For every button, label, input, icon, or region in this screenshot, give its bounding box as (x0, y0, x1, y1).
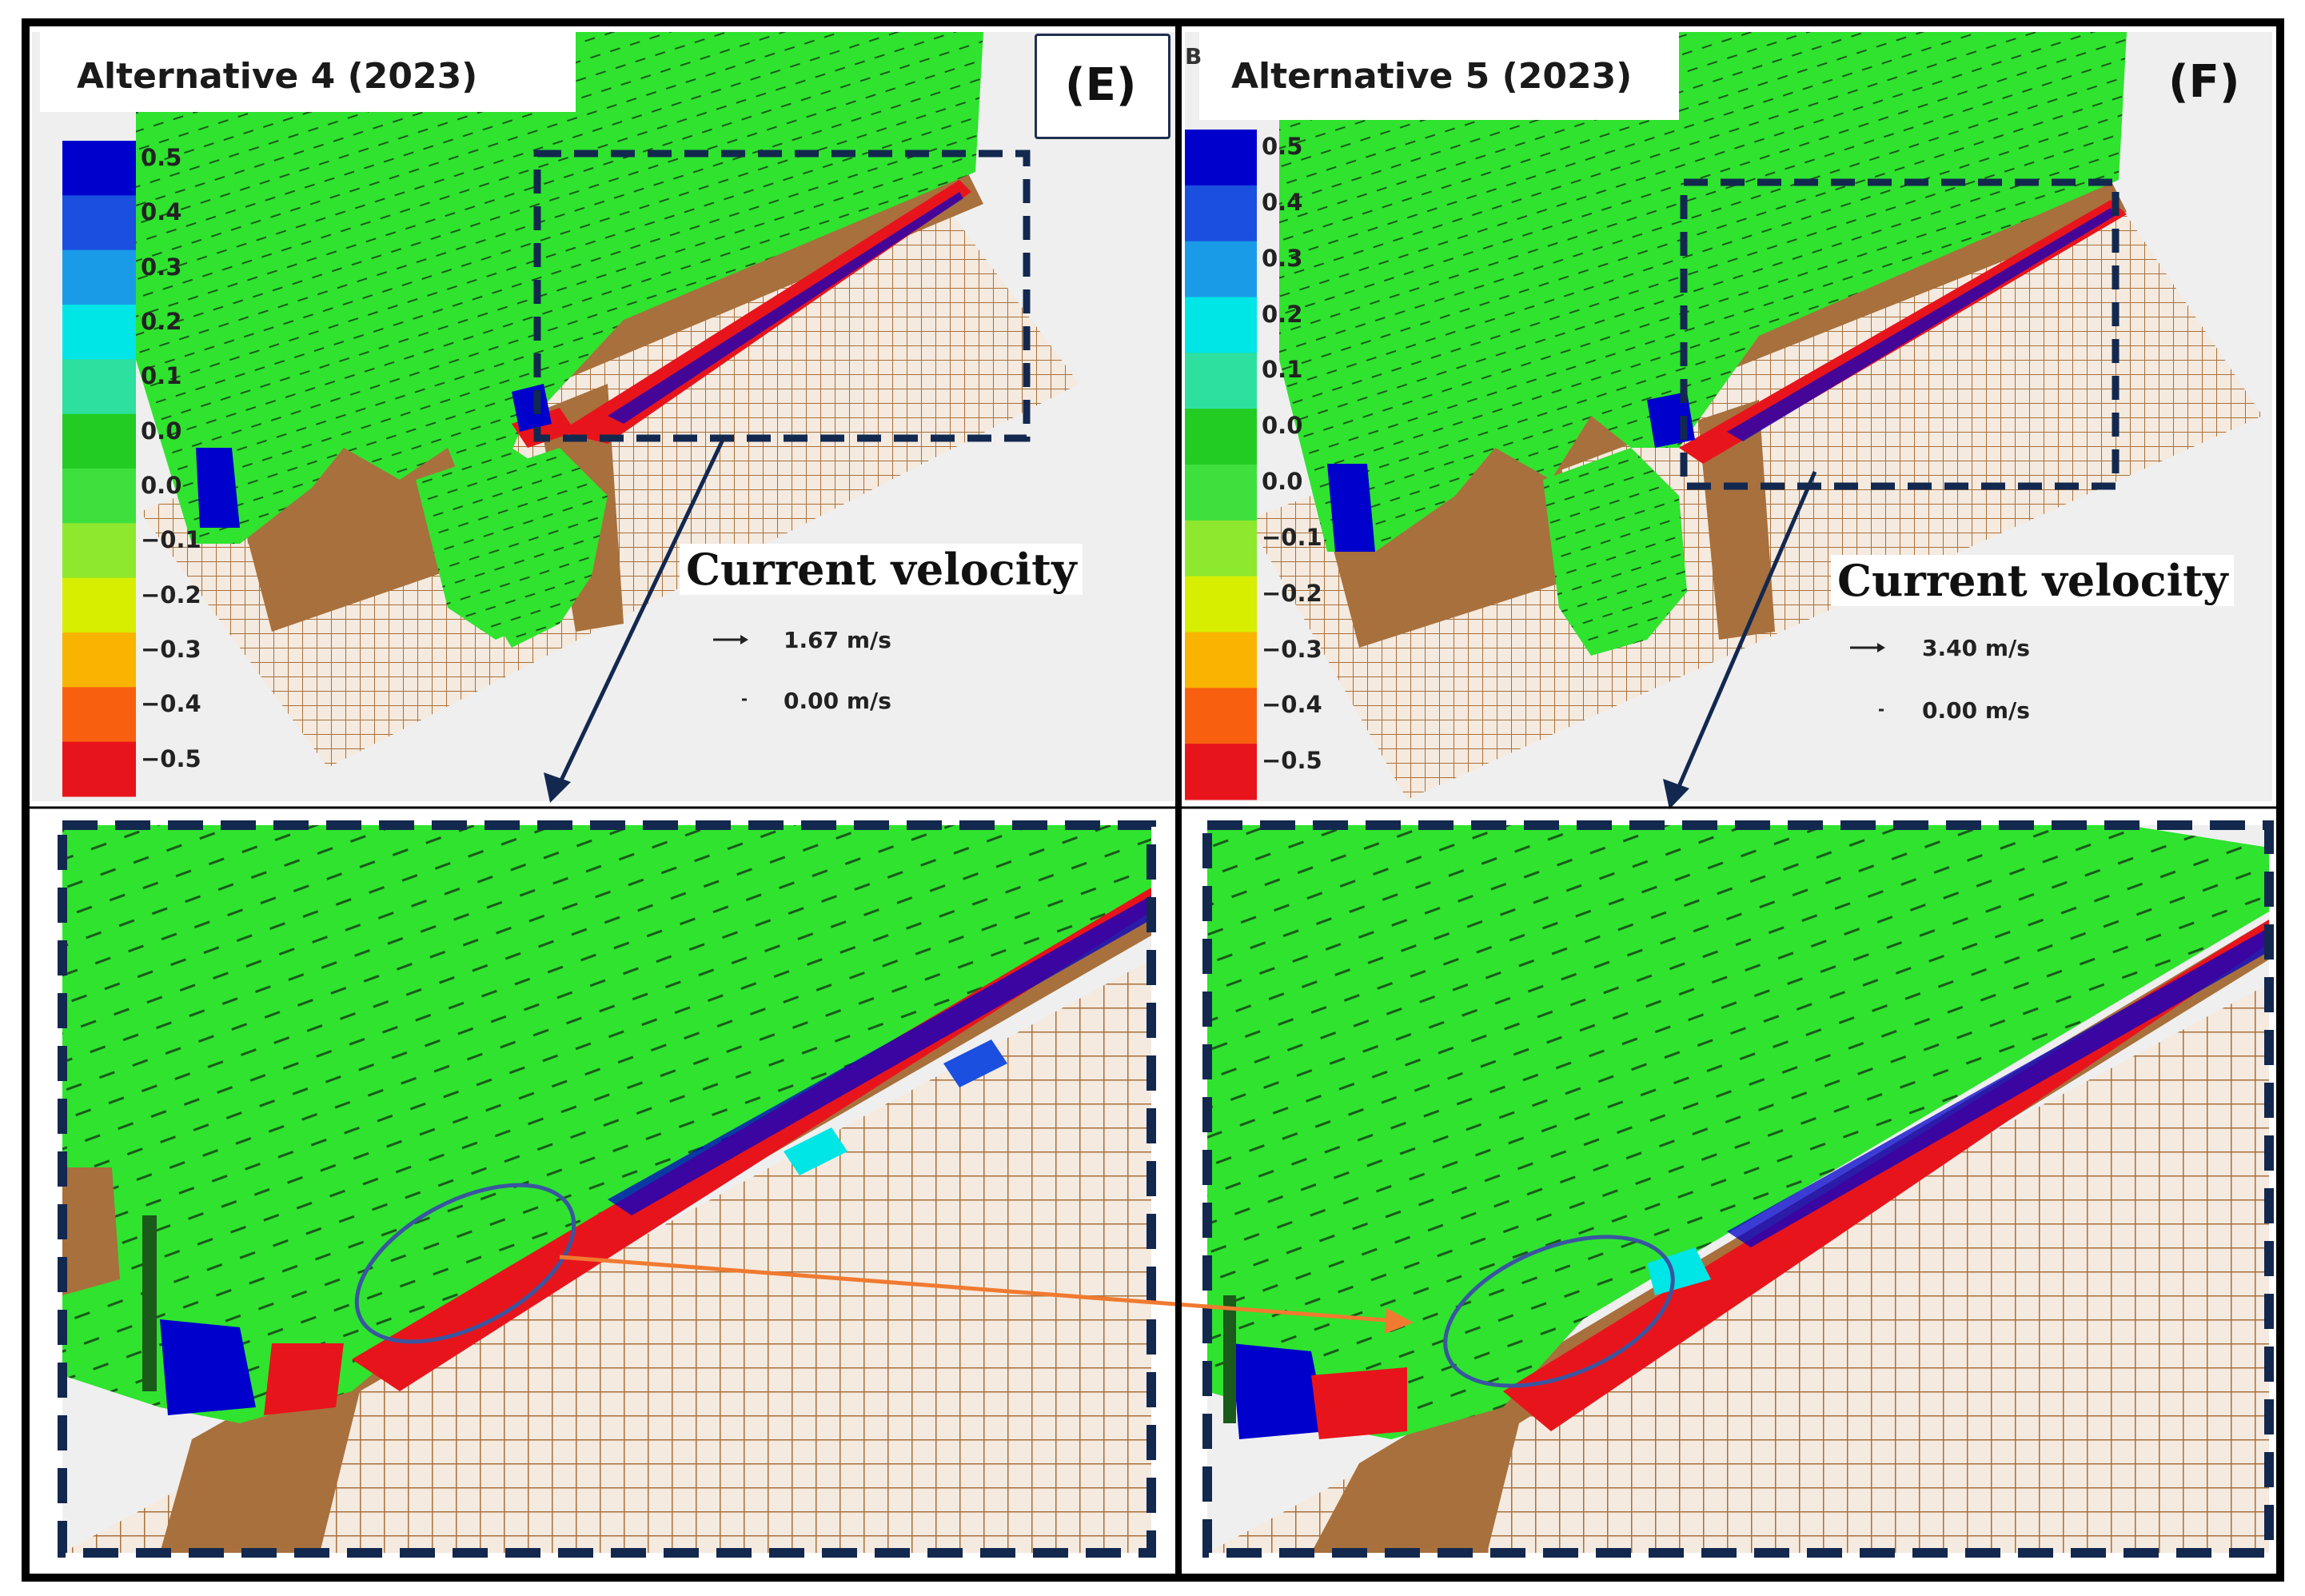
selection-box-e (533, 150, 1031, 442)
colorbar-f-tick-label: 0.5 (1262, 133, 1303, 160)
colorbar-e-swatch-11 (62, 741, 136, 797)
colorbar-f-tick-label: 0.0 (1262, 468, 1303, 495)
colorbar-e-tick-label: −0.3 (141, 636, 201, 663)
colorbar-f-swatch-4 (1185, 353, 1257, 409)
colorbar-e-tick-label: 0.3 (141, 253, 182, 281)
colorbar-f-swatch-2 (1185, 241, 1257, 297)
colorbar-e-tick-label: 0.0 (141, 417, 182, 445)
colorbar-f-swatch-10 (1185, 688, 1257, 744)
colorbar-e-swatch-7 (62, 523, 136, 579)
colorbar-e-tick-label: −0.1 (141, 526, 201, 554)
highlight-ellipse-e (354, 1183, 576, 1344)
panel-e-label-box (1035, 34, 1170, 139)
colorbar-f-swatch-8 (1185, 576, 1257, 632)
outer-frame (22, 18, 2284, 1582)
colorbar-e-tick-label: 0.5 (141, 144, 182, 171)
panel-e-label: (E) (1065, 59, 1137, 111)
colorbar-e-swatch-4 (62, 359, 136, 415)
colorbar-e-tick-label: 0.2 (141, 308, 182, 335)
colorbar-f-tick-label: −0.5 (1262, 747, 1322, 775)
scale-speed-e: 1.67 m/s (784, 627, 891, 653)
scale-arrow-e-head (740, 635, 748, 644)
colorbar-f-swatch-1 (1185, 185, 1257, 242)
scale-zero-speed-e: 0.00 m/s (784, 688, 891, 714)
legend-title-f: Current velocity (1831, 555, 2235, 606)
colorbar-e-swatch-1 (62, 195, 136, 251)
colorbar-f-tick-label: −0.4 (1262, 691, 1322, 719)
panel-f-zoom (1207, 825, 2269, 1553)
scale-arrow-f-head (1877, 643, 1885, 652)
colorbar-e-tick-label: −0.2 (141, 581, 201, 608)
colorbar-f-swatch-3 (1185, 297, 1257, 353)
corner-fragment: B (1185, 43, 1202, 70)
colorbar-f-tick-label: 0.1 (1262, 356, 1303, 384)
colorbar-f-tick-label: −0.2 (1262, 579, 1322, 607)
panel-f-label: (F) (2168, 56, 2240, 108)
colorbar-f-swatch-7 (1185, 520, 1257, 577)
pointer-arrow-f-head (1663, 779, 1689, 809)
pointer-arrow-f (1675, 471, 1817, 791)
colorbar-e-swatch-0 (62, 141, 136, 196)
pointer-arrow-e-head (544, 772, 571, 803)
panel-e-title: Alternative 4 (2023) (77, 56, 478, 97)
colorbar-f-tick-label: −0.3 (1262, 635, 1322, 663)
title-box-f (1199, 32, 1679, 120)
colorbar-e-swatch-9 (62, 632, 136, 688)
colorbar-e-tick-label: 0.4 (141, 198, 182, 226)
colorbar-f-swatch-6 (1185, 465, 1257, 521)
colorbar-f-swatch-5 (1185, 409, 1257, 465)
colorbar-f-swatch-9 (1185, 632, 1257, 688)
panel-f-title: Alternative 5 (2023) (1231, 56, 1633, 97)
panel-e-zoom (62, 825, 1151, 1553)
pointer-arrow-e (557, 437, 726, 785)
colorbar-e-tick-label: −0.5 (141, 744, 201, 772)
colorbar-f-swatch-11 (1185, 744, 1257, 800)
title-box-e (40, 32, 576, 112)
colorbar-e-swatch-6 (62, 469, 136, 524)
colorbar-e-swatch-10 (62, 687, 136, 743)
colorbar-f-tick-label: 0.2 (1262, 300, 1303, 328)
scale-zero-speed-f: 0.00 m/s (1922, 697, 2030, 724)
colorbar-e (62, 141, 136, 797)
colorbar-f (1185, 130, 1257, 800)
comparison-arrow-head (1385, 1308, 1414, 1334)
comparison-arrow (559, 1255, 1396, 1323)
colorbar-e-tick-label: 0.1 (141, 362, 182, 390)
zoom-frame-e (58, 820, 1156, 1558)
colorbar-e-tick-label: 0.0 (141, 472, 182, 499)
zoom-frame-f (1202, 820, 2274, 1558)
colorbar-e-tick-label: −0.4 (141, 690, 201, 718)
colorbar-e-swatch-2 (62, 249, 136, 305)
colorbar-e-swatch-8 (62, 577, 136, 633)
colorbar-f-tick-label: −0.1 (1262, 523, 1322, 551)
colorbar-f-tick-label: 0.4 (1262, 188, 1303, 216)
colorbar-e-swatch-5 (62, 413, 136, 469)
panel-f (1185, 32, 2272, 801)
scale-speed-f: 3.40 m/s (1922, 635, 2030, 661)
panel-e (32, 32, 1175, 801)
colorbar-f-tick-label: 0.0 (1262, 412, 1303, 440)
colorbar-f-tick-label: 0.3 (1262, 244, 1303, 272)
colorbar-e-swatch-3 (62, 305, 136, 360)
highlight-ellipse-f (1443, 1235, 1675, 1388)
legend-title-e: Current velocity (680, 544, 1083, 595)
colorbar-f-swatch-0 (1185, 130, 1257, 186)
